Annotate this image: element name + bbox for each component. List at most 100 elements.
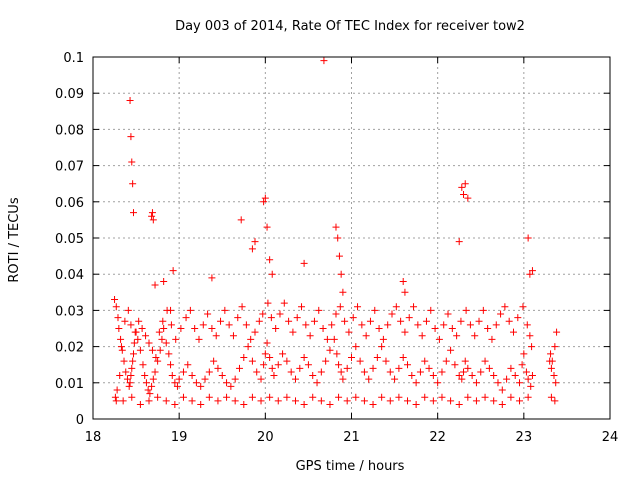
data-point <box>251 238 259 246</box>
data-point <box>434 379 442 387</box>
data-point <box>162 397 170 405</box>
data-point <box>169 267 177 275</box>
data-point <box>274 361 282 369</box>
data-point <box>343 397 351 405</box>
data-point <box>289 328 297 336</box>
data-point <box>205 393 213 401</box>
data-point <box>455 401 463 409</box>
data-point <box>154 393 162 401</box>
data-point <box>188 397 196 405</box>
data-point <box>136 346 144 354</box>
data-point <box>472 379 480 387</box>
data-point <box>300 401 308 409</box>
data-point <box>148 212 156 220</box>
data-point <box>154 357 162 365</box>
data-point <box>129 209 137 217</box>
data-point <box>509 328 517 336</box>
data-point <box>524 375 532 383</box>
data-point <box>145 397 153 405</box>
data-point <box>266 256 274 264</box>
data-point <box>440 321 448 329</box>
data-point <box>507 393 515 401</box>
chart-title: Day 003 of 2014, Rate Of TEC Index for r… <box>175 19 525 34</box>
data-point <box>339 288 347 296</box>
data-point <box>263 223 271 231</box>
data-point <box>146 390 154 398</box>
data-point <box>404 397 412 405</box>
data-point <box>490 397 498 405</box>
plot-frame <box>92 56 611 420</box>
data-point <box>171 401 179 409</box>
data-point <box>490 372 498 380</box>
data-point <box>494 379 502 387</box>
data-point <box>160 325 168 332</box>
data-point <box>425 364 433 372</box>
data-point <box>148 382 156 390</box>
data-point <box>466 321 474 329</box>
data-point <box>148 346 156 354</box>
data-point <box>126 379 134 387</box>
data-point <box>138 325 146 332</box>
data-point <box>197 401 205 409</box>
data-point <box>438 368 446 376</box>
data-point <box>319 325 327 332</box>
data-point <box>348 353 355 361</box>
data-point <box>547 393 555 401</box>
data-point <box>475 317 483 325</box>
data-point <box>302 321 310 329</box>
data-point <box>264 299 272 307</box>
y-tick-label: 0.03 <box>55 304 84 319</box>
data-point <box>460 368 468 376</box>
data-point <box>310 317 318 325</box>
data-point <box>175 375 183 383</box>
data-point <box>524 234 532 242</box>
data-point <box>352 343 360 351</box>
data-point <box>421 357 429 365</box>
data-point <box>125 382 133 390</box>
data-point <box>191 325 199 332</box>
data-point <box>116 372 124 380</box>
data-point <box>274 397 282 405</box>
data-point <box>131 328 139 336</box>
y-tick-label: 0.08 <box>55 123 84 138</box>
data-point <box>201 375 209 383</box>
data-point <box>309 393 317 401</box>
data-point <box>317 397 325 405</box>
data-point <box>410 303 418 311</box>
data-point <box>547 364 555 372</box>
data-point <box>268 364 276 372</box>
data-point <box>208 325 216 332</box>
data-point <box>526 332 534 340</box>
data-point <box>447 397 455 405</box>
data-point <box>192 379 200 387</box>
data-point <box>553 328 561 336</box>
data-point <box>453 332 461 340</box>
data-point <box>242 321 250 329</box>
data-point <box>217 317 225 325</box>
data-point <box>418 332 426 340</box>
data-point <box>267 314 275 322</box>
data-point <box>438 393 446 401</box>
data-point <box>317 368 325 376</box>
data-point <box>263 339 271 347</box>
data-point <box>464 194 472 202</box>
data-point <box>260 198 268 206</box>
data-point <box>472 397 480 405</box>
data-point <box>328 321 336 329</box>
y-tick-label: 0.01 <box>55 377 84 392</box>
data-point <box>261 350 269 358</box>
y-tick-label: 0.02 <box>55 341 84 356</box>
data-point <box>524 393 532 401</box>
tick-labels: 18 19 20 21 22 23 24 0 0.01 0.02 0.03 0.04 0.05 0.06 0… <box>55 51 618 445</box>
data-point <box>283 393 291 401</box>
data-point <box>516 379 524 387</box>
data-point <box>399 353 407 361</box>
data-point <box>130 339 138 347</box>
data-point <box>300 353 308 361</box>
data-point <box>218 372 226 380</box>
x-tick-label: 20 <box>257 430 274 445</box>
data-point <box>392 303 400 311</box>
data-point <box>167 321 175 329</box>
data-point <box>235 364 243 372</box>
data-point <box>283 357 291 365</box>
